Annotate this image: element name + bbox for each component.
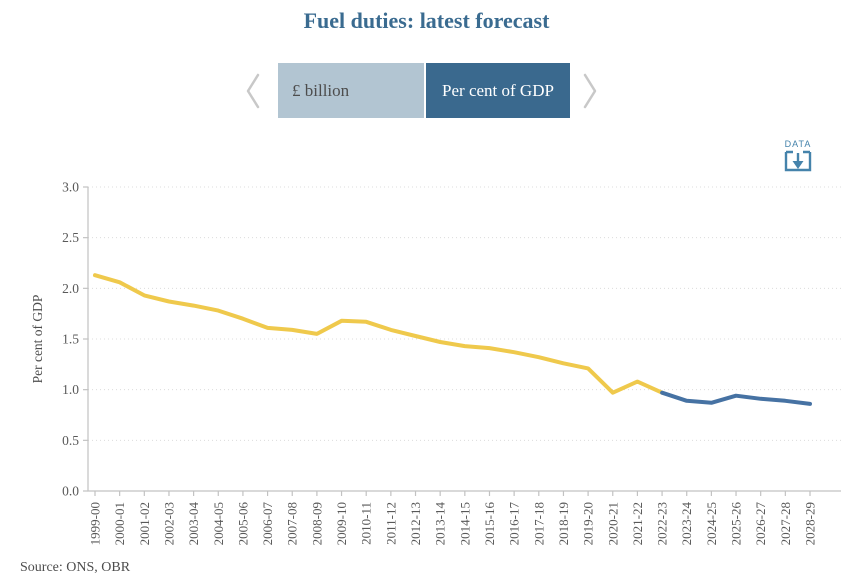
- x-tick-label: 2023-24: [679, 502, 694, 546]
- x-tick-label: 2006-07: [260, 502, 275, 546]
- x-tick-label: 2004-05: [211, 502, 226, 545]
- x-tick-label: 2005-06: [235, 502, 250, 546]
- x-tick-label: 2022-23: [655, 502, 670, 545]
- x-tick-label: 2027-28: [778, 502, 793, 545]
- x-tick-label: 2015-16: [482, 502, 497, 546]
- x-tick-label: 2018-19: [556, 502, 571, 545]
- x-tick-label: 2014-15: [457, 502, 472, 545]
- y-tick-label: 1.5: [62, 332, 79, 347]
- download-icon: [784, 150, 812, 172]
- x-tick-label: 2026-27: [753, 502, 768, 546]
- tab-per-cent-of-gdp-label: Per cent of GDP: [442, 80, 554, 100]
- x-tick-label: 2000-01: [112, 502, 127, 545]
- x-tick-label: 2009-10: [334, 502, 349, 545]
- x-tick-label: 2008-09: [309, 502, 324, 545]
- x-tick-label: 2010-11: [359, 502, 374, 545]
- series-outturn: [93, 273, 665, 395]
- x-tick-label: 2011-12: [383, 502, 398, 545]
- x-tick-label: 2001-02: [137, 502, 152, 545]
- series-forecast: [660, 390, 812, 406]
- carousel-next-button[interactable]: [581, 72, 599, 110]
- chevron-left-icon: [246, 73, 260, 109]
- tab-pound-billion-label: £ billion: [292, 80, 350, 100]
- x-tick-label: 2021-22: [630, 502, 645, 545]
- chevron-right-icon: [583, 73, 597, 109]
- x-tick-label: 2028-29: [803, 502, 818, 545]
- x-tick-label: 2025-26: [729, 502, 744, 546]
- x-tick-label: 2019-20: [581, 502, 596, 545]
- x-tick-label: 2016-17: [507, 502, 522, 546]
- y-axis-title: Per cent of GDP: [30, 295, 45, 384]
- x-tick-label: 2017-18: [531, 502, 546, 545]
- carousel-prev-button[interactable]: [244, 72, 262, 110]
- y-tick-label: 2.0: [62, 281, 79, 296]
- x-tick-label: 1999-00: [88, 502, 103, 545]
- y-tick-label: 0.0: [62, 484, 79, 499]
- line-chart: 0.0 0.5 1.0 1.5 2.0 2.5 3.0 1999-00 2000-01 2001-…: [30, 180, 841, 546]
- y-tick-label: 3.0: [62, 180, 79, 195]
- x-tick-label: 2012-13: [408, 502, 423, 545]
- x-tick-label: 2003-04: [186, 502, 201, 546]
- x-tick-label: 2020-21: [605, 502, 620, 545]
- x-tick-label: 2013-14: [433, 502, 448, 546]
- y-tick-label: 1.0: [62, 382, 79, 397]
- chart-title: Fuel duties: latest forecast: [303, 8, 550, 33]
- tab-pound-billion[interactable]: £ billion: [278, 63, 424, 118]
- data-download-label: DATA: [784, 139, 812, 149]
- x-tick-label: 2024-25: [704, 502, 719, 545]
- x-tick-label: 2002-03: [161, 502, 176, 545]
- source-note: Source: ONS, OBR: [20, 560, 131, 575]
- x-tick-label: 2007-08: [285, 502, 300, 545]
- tab-per-cent-of-gdp[interactable]: Per cent of GDP: [426, 63, 570, 118]
- y-tick-label: 0.5: [62, 433, 79, 448]
- data-download-button[interactable]: DATA: [775, 139, 821, 176]
- y-tick-label: 2.5: [62, 230, 79, 245]
